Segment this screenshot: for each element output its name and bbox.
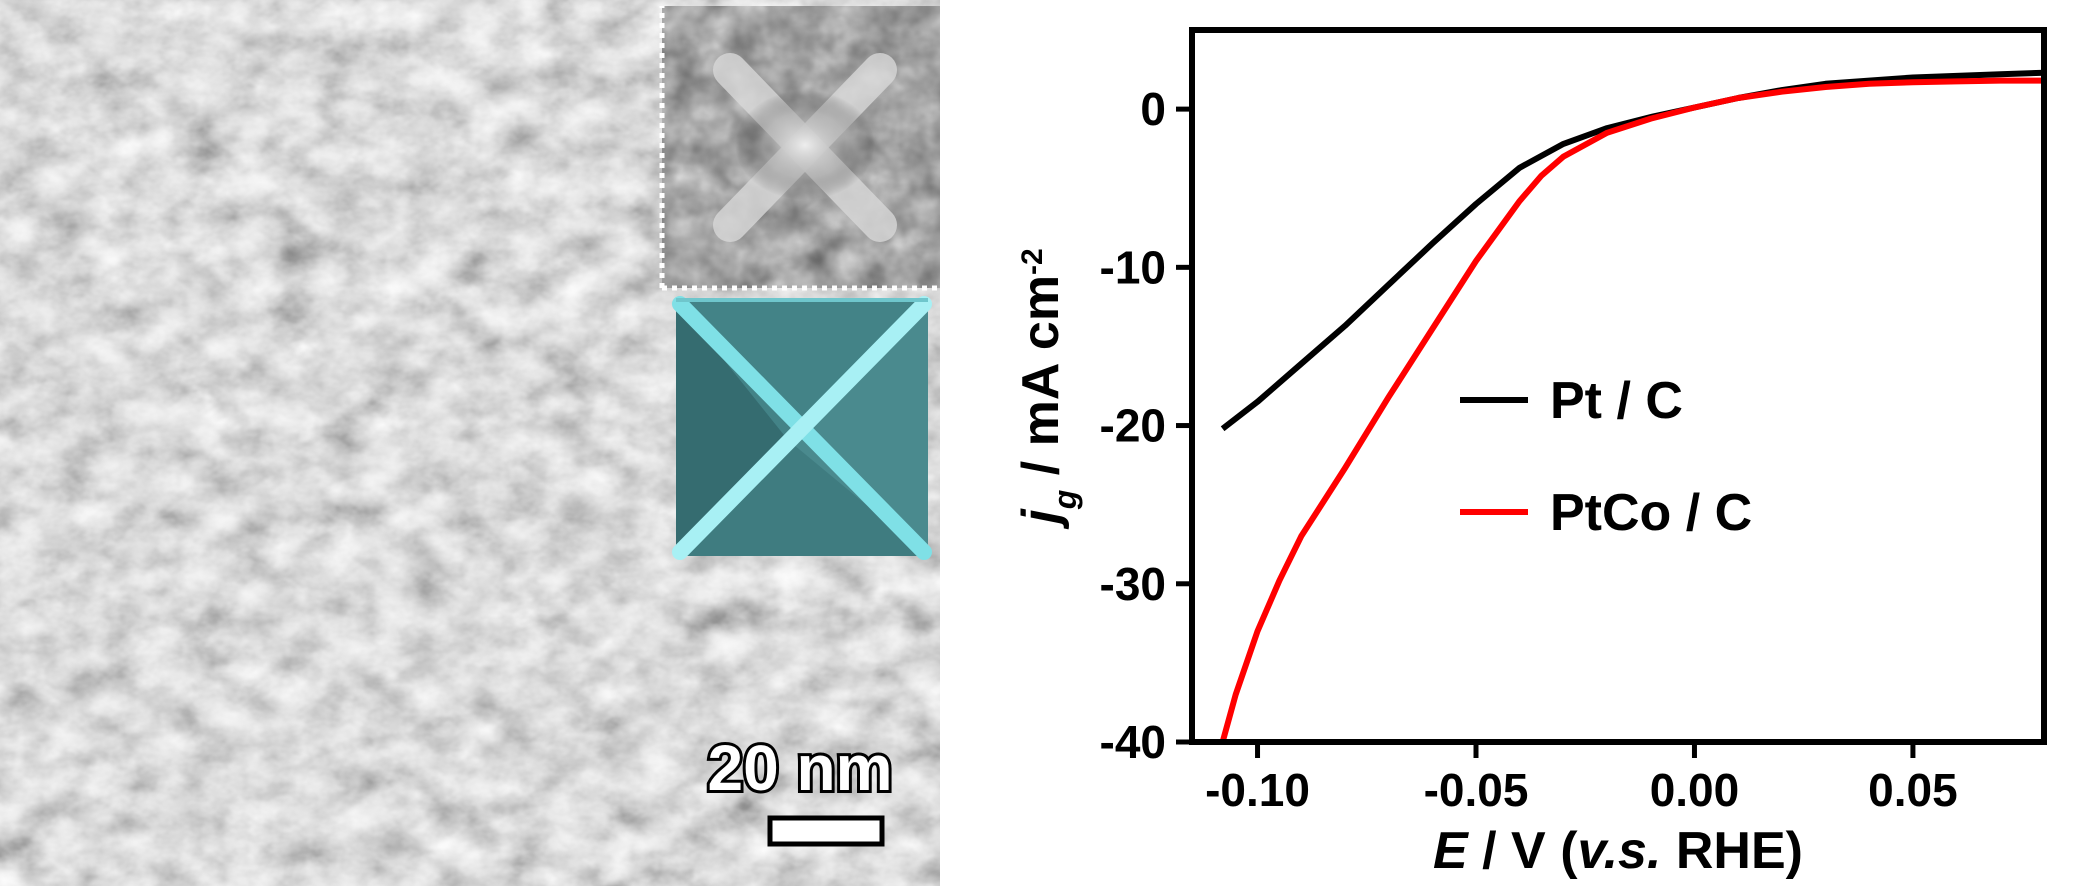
y-tick-label: -20 bbox=[1100, 400, 1166, 452]
octahedron-model bbox=[672, 296, 932, 560]
y-axis-subscript: g bbox=[1047, 490, 1083, 511]
scale-bar-line bbox=[767, 815, 885, 847]
series-line-ptco-c bbox=[1219, 77, 2044, 742]
x-axis-ref: RHE) bbox=[1661, 822, 1803, 880]
x-tick-label: 0.00 bbox=[1650, 764, 1740, 816]
x-tick-label: -0.10 bbox=[1205, 764, 1310, 816]
y-axis-title: jg / mA cm-2 bbox=[1012, 248, 1083, 530]
micrograph-panel: 20 nm bbox=[0, 0, 940, 886]
x-axis-symbol: E bbox=[1433, 822, 1469, 880]
x-tick-label: -0.05 bbox=[1424, 764, 1529, 816]
plot-frame bbox=[1189, 27, 2047, 745]
legend-label-ptco-c: PtCo / C bbox=[1550, 484, 1752, 542]
x-tick-label: 0.05 bbox=[1868, 764, 1958, 816]
y-tick-label: -40 bbox=[1100, 716, 1166, 768]
x-axis-unit: / V ( bbox=[1468, 822, 1578, 880]
y-axis-superscript: -2 bbox=[1016, 248, 1049, 275]
y-tick-label: -10 bbox=[1100, 241, 1166, 293]
x-axis-title: E / V (v.s. RHE) bbox=[1433, 822, 1803, 880]
series-layer bbox=[1219, 69, 2044, 742]
zoom-inset bbox=[659, 6, 940, 291]
y-axis-symbol: j bbox=[1012, 508, 1070, 530]
x-axis-italic: v.s. bbox=[1578, 822, 1662, 880]
scale-bar-label: 20 nm bbox=[708, 732, 893, 804]
scale-bar: 20 nm bbox=[705, 729, 895, 847]
y-tick-label: -30 bbox=[1100, 558, 1166, 610]
legend-label-pt-c: Pt / C bbox=[1550, 372, 1683, 430]
y-axis-unit: / mA cm bbox=[1012, 275, 1070, 490]
chart-panel: -0.10 -0.05 0.00 0.05 0 -10 -20 -30 -40 jg / mA … bbox=[1012, 27, 2047, 880]
y-tick-label: 0 bbox=[1140, 83, 1166, 135]
legend: Pt / C PtCo / C bbox=[1460, 372, 1752, 542]
ticks-layer: -0.10 -0.05 0.00 0.05 0 -10 -20 -30 -40 bbox=[1100, 83, 1958, 816]
